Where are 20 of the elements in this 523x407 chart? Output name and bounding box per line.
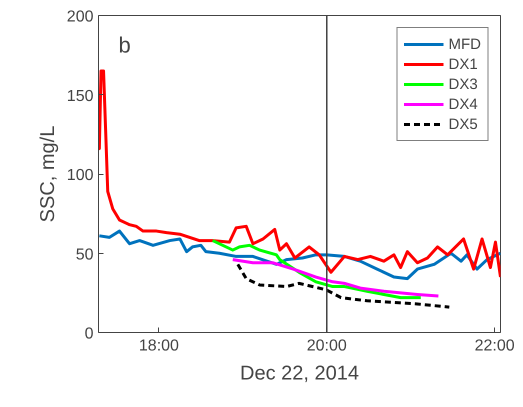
x-tick-label: 20:00: [306, 338, 347, 354]
legend-label: DX1: [448, 56, 478, 72]
y-tick-label: 200: [66, 8, 94, 26]
y-tick-label: 0: [84, 326, 94, 342]
annotation: b: [118, 32, 131, 58]
legend-label: DX4: [448, 96, 478, 112]
y-tick-label: 50: [76, 246, 94, 264]
legend-label: MFD: [448, 36, 481, 52]
line-series: [236, 262, 451, 309]
legend-label: DX5: [448, 116, 478, 132]
line-series: [98, 69, 500, 279]
y-tick-label: 100: [66, 167, 94, 184]
legend-label: DX3: [448, 76, 478, 92]
line-series: [231, 258, 440, 298]
y-tick-label: 150: [66, 88, 94, 105]
x-tick-label: 18:00: [138, 338, 180, 354]
x-tick-label: 22:00: [474, 338, 515, 354]
line-series: [211, 239, 422, 300]
x-axis-title: Dec 22, 2014: [240, 362, 359, 384]
y-axis-title: SSC, mg/L: [36, 126, 59, 222]
